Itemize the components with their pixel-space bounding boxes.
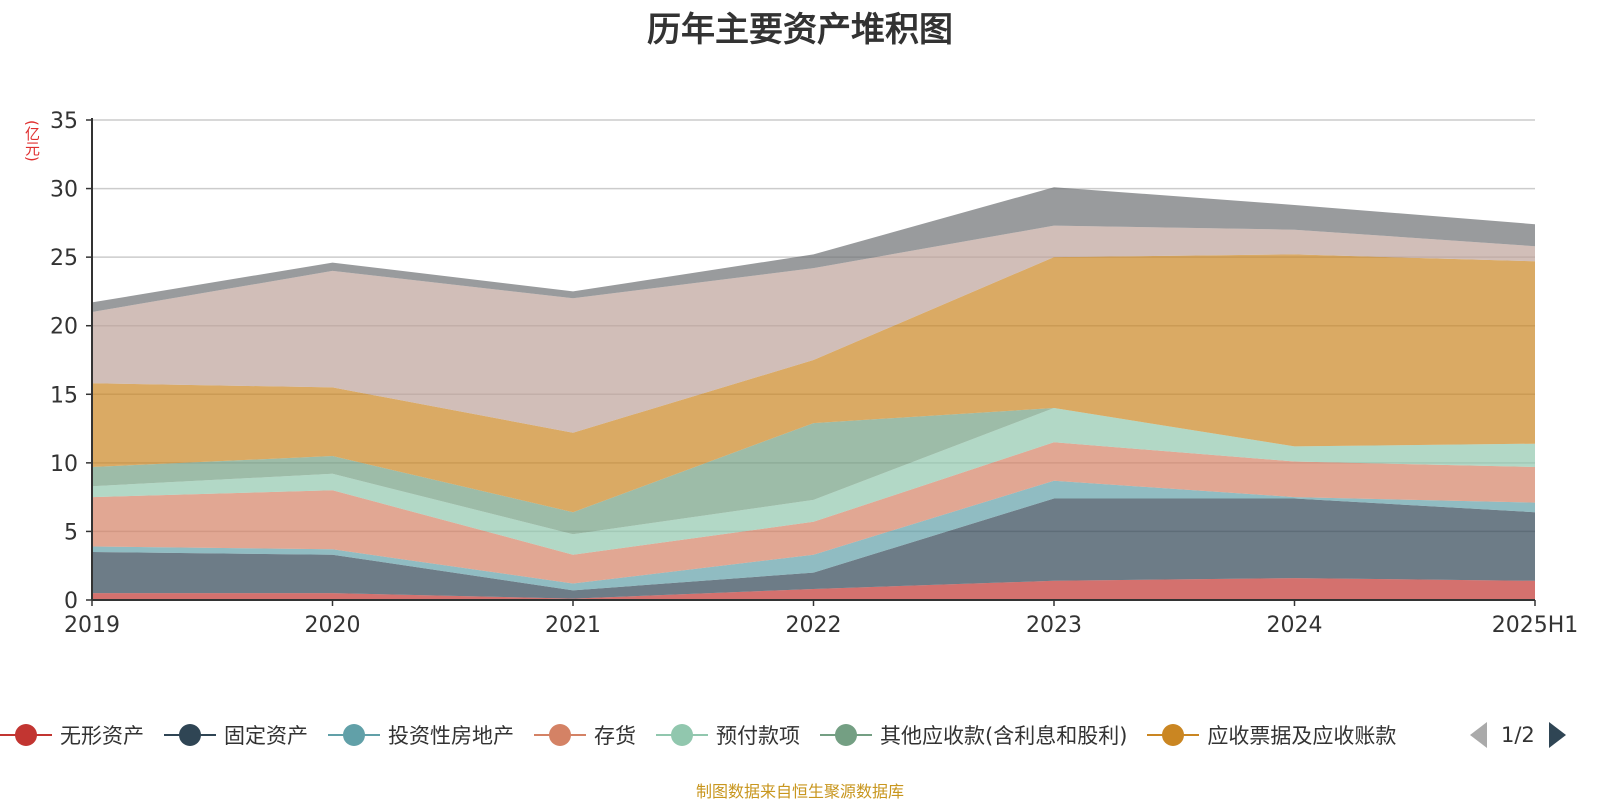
legend-label: 应收票据及应收账款 [1207,724,1397,748]
legend-marker-icon [534,723,586,747]
legend-label: 投资性房地产 [388,724,514,748]
legend-label: 固定资产 [224,724,308,748]
legend-prev-arrow-icon[interactable] [1470,722,1487,748]
x-tick-label: 2025H1 [1492,613,1579,638]
y-tick-label: 10 [50,452,78,477]
area-series-7 [92,225,1535,433]
y-axis-unit-label: (亿元) [23,120,41,162]
x-tick-labels: 2019 2020 2021 2022 2023 2024 2025H1 [64,613,1578,638]
legend-pager: 1/2 [1470,717,1566,753]
x-tick-label: 2022 [786,613,842,638]
legend-marker-icon [656,723,708,747]
area-series-3 [92,442,1535,584]
legend-item-5[interactable]: 其他应收款(含利息和股利) [820,717,1127,753]
area-series-4 [92,408,1535,555]
x-tick-label: 2021 [545,613,601,638]
legend-label: 预付款项 [716,724,800,748]
legend-item-1[interactable]: 固定资产 [164,717,308,753]
legend-next-arrow-icon[interactable] [1548,722,1566,748]
legend-item-2[interactable]: 投资性房地产 [328,717,514,753]
y-tick-label: 15 [50,383,78,408]
legend: 无形资产 固定资产 投资性房地产 存货 预付款项 其他应收款(含利息和股利) 应收票据及应收… [0,717,1490,753]
y-tick-label: 0 [64,589,78,614]
chart-title: 历年主要资产堆积图 [647,10,953,50]
area-series-0 [92,578,1535,600]
data-source-note: 制图数据来自恒生聚源数据库 [695,782,904,801]
area-series-2 [92,480,1535,591]
y-tick-label: 30 [50,178,78,203]
y-tick-label: 35 [50,109,78,134]
legend-marker-icon [328,723,380,747]
legend-label: 无形资产 [60,724,144,748]
y-tick-label: 5 [64,520,78,545]
legend-page-indicator: 1/2 [1501,723,1535,747]
y-tick-label: 25 [50,246,78,271]
y-tick-labels: 0 5 10 15 20 25 30 35 [50,109,78,614]
area-series-5 [92,408,1535,535]
axes [86,118,1536,606]
area-series-1 [92,498,1535,599]
x-tick-label: 2024 [1267,613,1323,638]
legend-item-4[interactable]: 预付款项 [656,717,800,753]
area-series-6 [92,254,1535,513]
x-tick-label: 2019 [64,613,120,638]
legend-label: 存货 [594,724,636,748]
x-tick-label: 2020 [305,613,361,638]
area-series [92,187,1535,600]
legend-item-6[interactable]: 应收票据及应收账款 [1147,717,1396,753]
y-tick-label: 20 [50,315,78,340]
legend-marker-icon [820,723,872,747]
legend-item-0[interactable]: 无形资产 [0,717,144,753]
area-series-8 [92,187,1535,312]
legend-item-3[interactable]: 存货 [534,717,636,753]
legend-marker-icon [0,723,52,747]
legend-label: 其他应收款(含利息和股利) [880,724,1128,748]
x-tick-label: 2023 [1026,613,1082,638]
legend-marker-icon [1147,723,1200,747]
legend-marker-icon [164,723,216,747]
